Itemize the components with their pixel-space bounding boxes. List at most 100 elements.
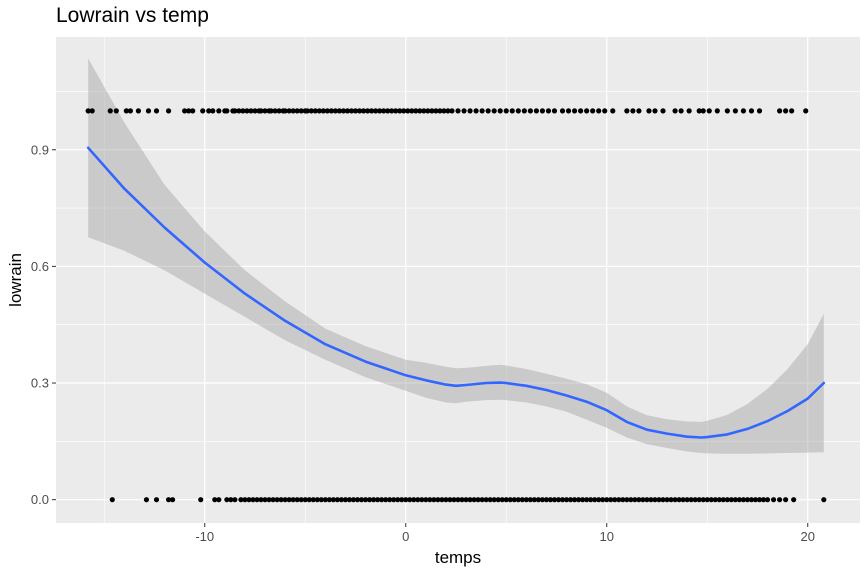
point-lowrain-1 <box>190 108 196 114</box>
point-lowrain-0 <box>563 497 570 503</box>
point-lowrain-0 <box>302 497 308 503</box>
smooth-fit-line <box>86 146 826 439</box>
point-lowrain-1 <box>294 108 300 114</box>
point-lowrain-1 <box>85 108 91 114</box>
point-lowrain-0 <box>354 497 361 503</box>
point-lowrain-0 <box>716 497 722 503</box>
point-lowrain-0 <box>571 497 578 503</box>
point-lowrain-0 <box>604 497 610 503</box>
point-lowrain-1 <box>445 108 451 114</box>
point-lowrain-0 <box>696 497 702 503</box>
point-lowrain-1 <box>381 108 387 114</box>
point-lowrain-0 <box>109 497 115 503</box>
point-lowrain-1 <box>491 108 497 114</box>
point-lowrain-0 <box>764 497 771 503</box>
point-lowrain-1 <box>724 108 730 114</box>
point-lowrain-0 <box>310 497 316 503</box>
point-lowrain-0 <box>676 497 682 503</box>
point-lowrain-1 <box>584 108 590 114</box>
point-lowrain-0 <box>596 497 602 503</box>
point-lowrain-1 <box>252 108 258 114</box>
point-lowrain-1 <box>533 108 539 114</box>
point-lowrain-0 <box>350 497 357 503</box>
confidence-band <box>88 58 824 454</box>
point-lowrain-0 <box>246 497 252 503</box>
point-lowrain-0 <box>294 497 300 503</box>
point-lowrain-0 <box>744 497 751 503</box>
point-lowrain-1 <box>441 108 447 114</box>
point-lowrain-1 <box>224 108 230 114</box>
point-lowrain-0 <box>435 497 441 503</box>
point-lowrain-0 <box>720 497 726 503</box>
point-lowrain-1 <box>298 108 304 114</box>
point-lowrain-1 <box>571 108 578 114</box>
point-lowrain-1 <box>732 108 738 114</box>
point-lowrain-0 <box>463 497 469 503</box>
point-lowrain-1 <box>714 108 720 114</box>
point-lowrain-0 <box>314 497 320 503</box>
point-lowrain-1 <box>803 108 809 114</box>
point-lowrain-0 <box>559 497 566 503</box>
point-lowrain-0 <box>342 497 349 503</box>
point-lowrain-1 <box>240 108 246 114</box>
point-lowrain-0 <box>664 497 670 503</box>
point-lowrain-0 <box>499 497 505 503</box>
x-axis-title: temps <box>435 548 481 567</box>
point-lowrain-1 <box>461 108 467 114</box>
point-lowrain-0 <box>254 497 260 503</box>
point-lowrain-0 <box>228 497 234 503</box>
point-lowrain-0 <box>791 497 797 503</box>
point-lowrain-0 <box>383 497 389 503</box>
point-lowrain-0 <box>395 497 401 503</box>
point-lowrain-0 <box>656 497 662 503</box>
point-lowrain-1 <box>336 108 343 114</box>
point-lowrain-0 <box>143 497 150 503</box>
point-lowrain-0 <box>306 497 312 503</box>
point-lowrain-1 <box>145 108 152 114</box>
point-lowrain-1 <box>686 108 692 114</box>
point-lowrain-0 <box>479 497 485 503</box>
point-lowrain-1 <box>417 108 423 114</box>
point-lowrain-0 <box>169 497 176 503</box>
point-lowrain-1 <box>578 108 584 114</box>
point-lowrain-1 <box>678 108 684 114</box>
point-lowrain-1 <box>696 108 702 114</box>
point-lowrain-0 <box>660 497 666 503</box>
point-lowrain-1 <box>409 108 415 114</box>
point-lowrain-0 <box>688 497 694 503</box>
point-lowrain-1 <box>503 108 509 114</box>
x-tick-label: 0 <box>402 529 409 544</box>
point-lowrain-0 <box>322 497 328 503</box>
point-lowrain-0 <box>700 497 706 503</box>
point-lowrain-0 <box>756 497 763 503</box>
point-lowrain-0 <box>443 497 449 503</box>
point-lowrain-0 <box>423 497 429 503</box>
point-lowrain-0 <box>507 497 513 503</box>
point-lowrain-0 <box>692 497 698 503</box>
point-lowrain-1 <box>368 108 375 114</box>
point-lowrain-0 <box>379 497 385 503</box>
point-lowrain-0 <box>298 497 304 503</box>
point-lowrain-1 <box>425 108 431 114</box>
point-lowrain-0 <box>427 497 433 503</box>
point-lowrain-0 <box>238 497 244 503</box>
point-lowrain-1 <box>236 108 242 114</box>
point-lowrain-0 <box>366 497 373 503</box>
point-lowrain-0 <box>740 497 747 503</box>
point-lowrain-0 <box>547 497 554 503</box>
point-lowrain-1 <box>527 108 533 114</box>
point-lowrain-0 <box>415 497 421 503</box>
point-lowrain-0 <box>471 497 477 503</box>
point-lowrain-1 <box>551 108 558 114</box>
point-lowrain-0 <box>535 497 542 503</box>
point-lowrain-1 <box>610 108 616 114</box>
point-lowrain-1 <box>186 108 192 114</box>
point-lowrain-0 <box>616 497 622 503</box>
point-lowrain-1 <box>332 108 338 114</box>
point-lowrain-0 <box>527 497 533 503</box>
point-lowrain-0 <box>346 497 353 503</box>
point-lowrain-0 <box>519 497 525 503</box>
point-lowrain-1 <box>153 108 160 114</box>
point-lowrain-1 <box>165 108 172 114</box>
